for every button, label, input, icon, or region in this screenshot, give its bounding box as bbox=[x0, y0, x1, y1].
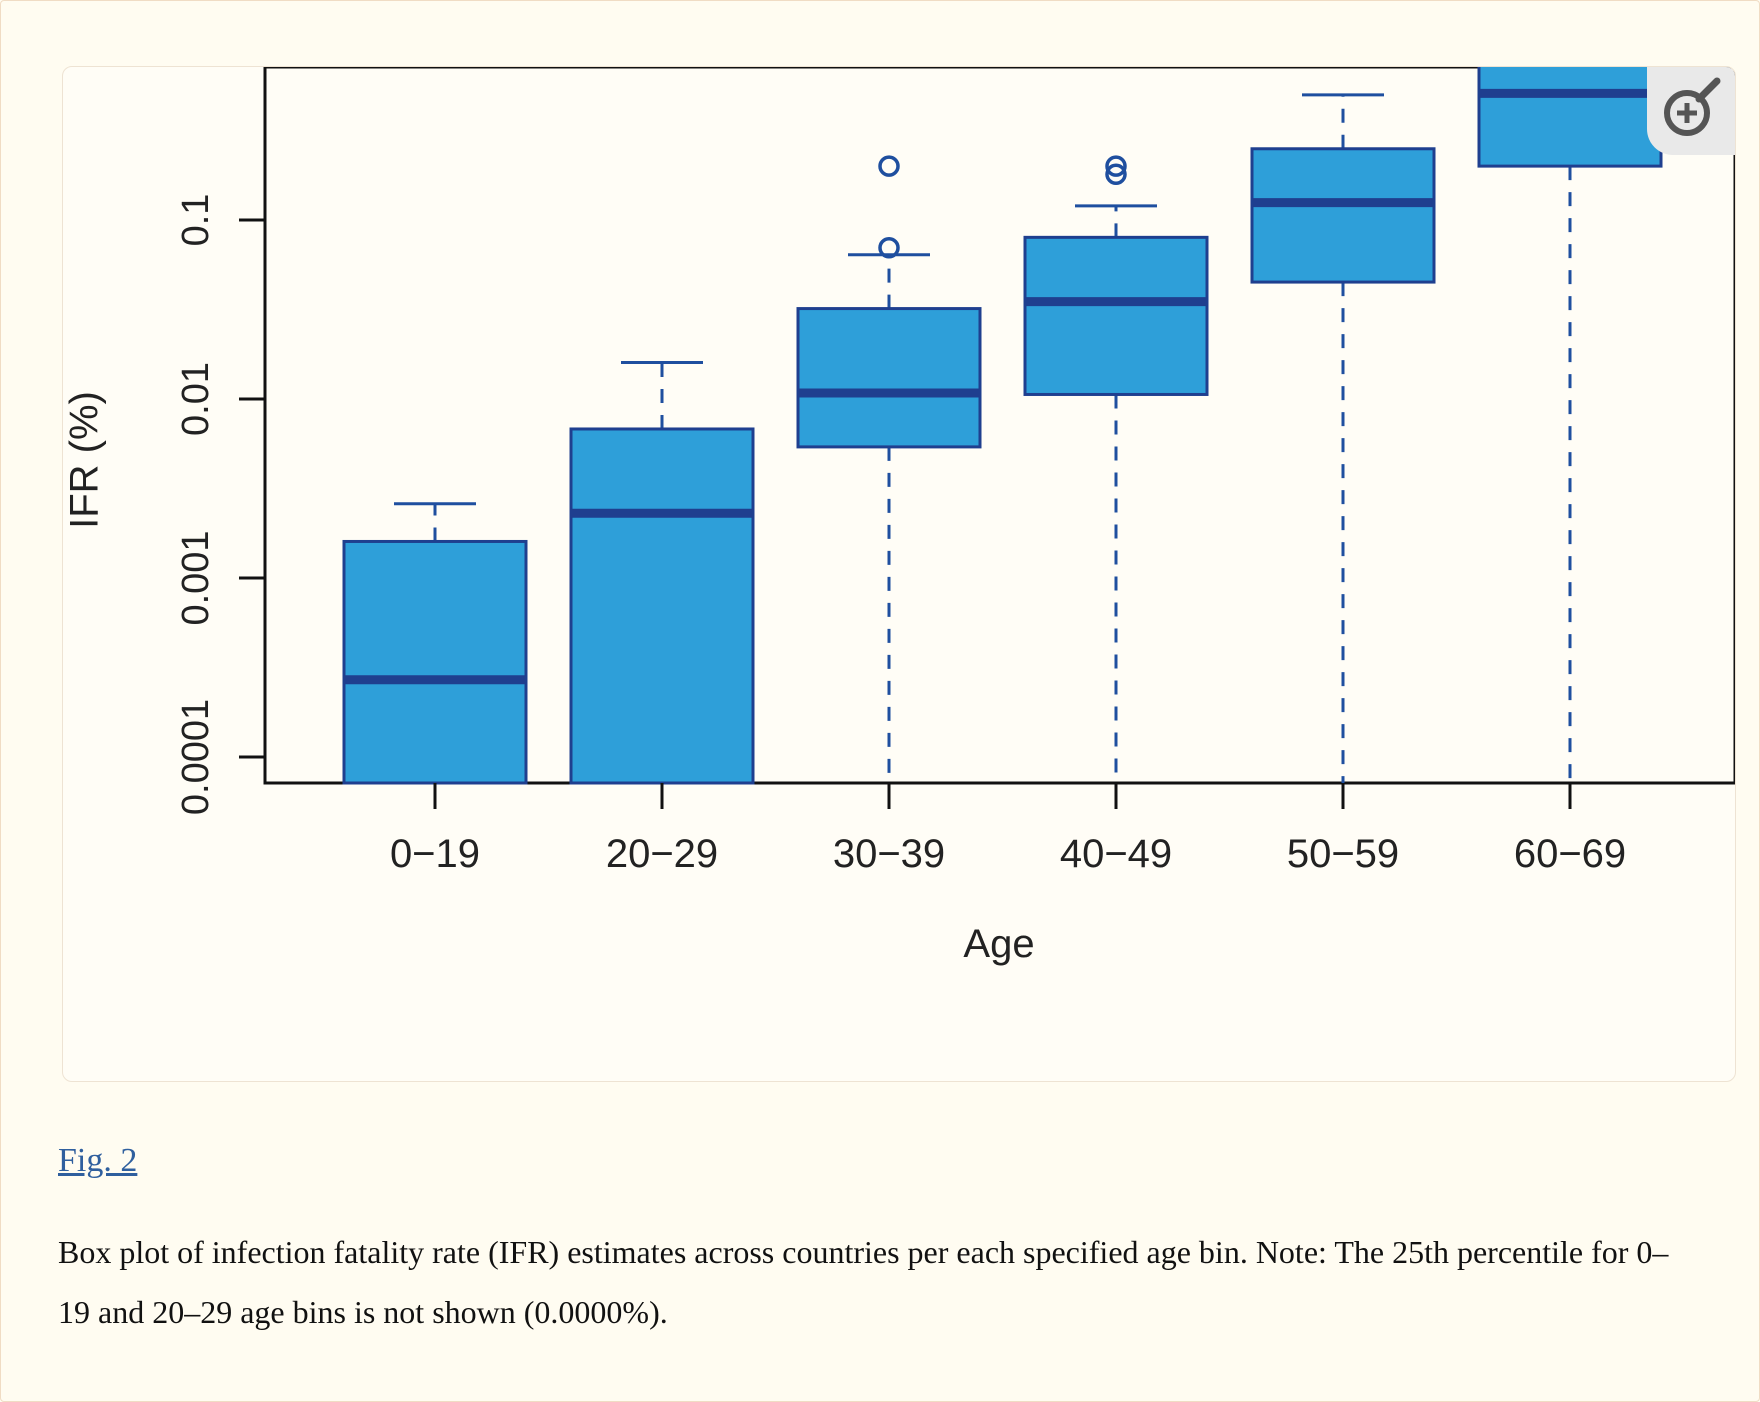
y-tick-label: 0.001 bbox=[175, 530, 217, 625]
y-tick-label: 0.0001 bbox=[175, 699, 217, 815]
outlier-point bbox=[878, 236, 900, 259]
box bbox=[796, 307, 982, 449]
x-tick-label: 60−69 bbox=[1514, 832, 1626, 876]
x-tick-label: 40−49 bbox=[1060, 832, 1172, 876]
box bbox=[569, 427, 755, 785]
outlier-point bbox=[878, 155, 900, 177]
box bbox=[1477, 67, 1663, 168]
y-axis-title: IFR (%) bbox=[63, 391, 107, 529]
box bbox=[1023, 235, 1209, 396]
x-tick-label: 30−39 bbox=[833, 832, 945, 876]
plot-frame bbox=[263, 67, 1735, 785]
x-tick-label: 50−59 bbox=[1287, 832, 1399, 876]
figure-caption: Box plot of infection fatality rate (IFR… bbox=[58, 1234, 1669, 1330]
magnify-plus-icon bbox=[1664, 77, 1721, 136]
outlier-point bbox=[1105, 155, 1127, 177]
x-tick-label: 20−29 bbox=[606, 832, 718, 876]
box bbox=[342, 539, 528, 785]
x-axis-title: Age bbox=[963, 922, 1034, 966]
y-tick-label: 0.1 bbox=[175, 194, 217, 247]
box bbox=[1250, 147, 1436, 284]
figure-link[interactable]: Fig. 2 bbox=[58, 1142, 138, 1179]
y-tick-label: 0.01 bbox=[175, 362, 217, 436]
magnify-button[interactable] bbox=[1647, 67, 1735, 155]
x-tick-label: 0−19 bbox=[390, 832, 480, 876]
outlier-point bbox=[1105, 163, 1127, 186]
